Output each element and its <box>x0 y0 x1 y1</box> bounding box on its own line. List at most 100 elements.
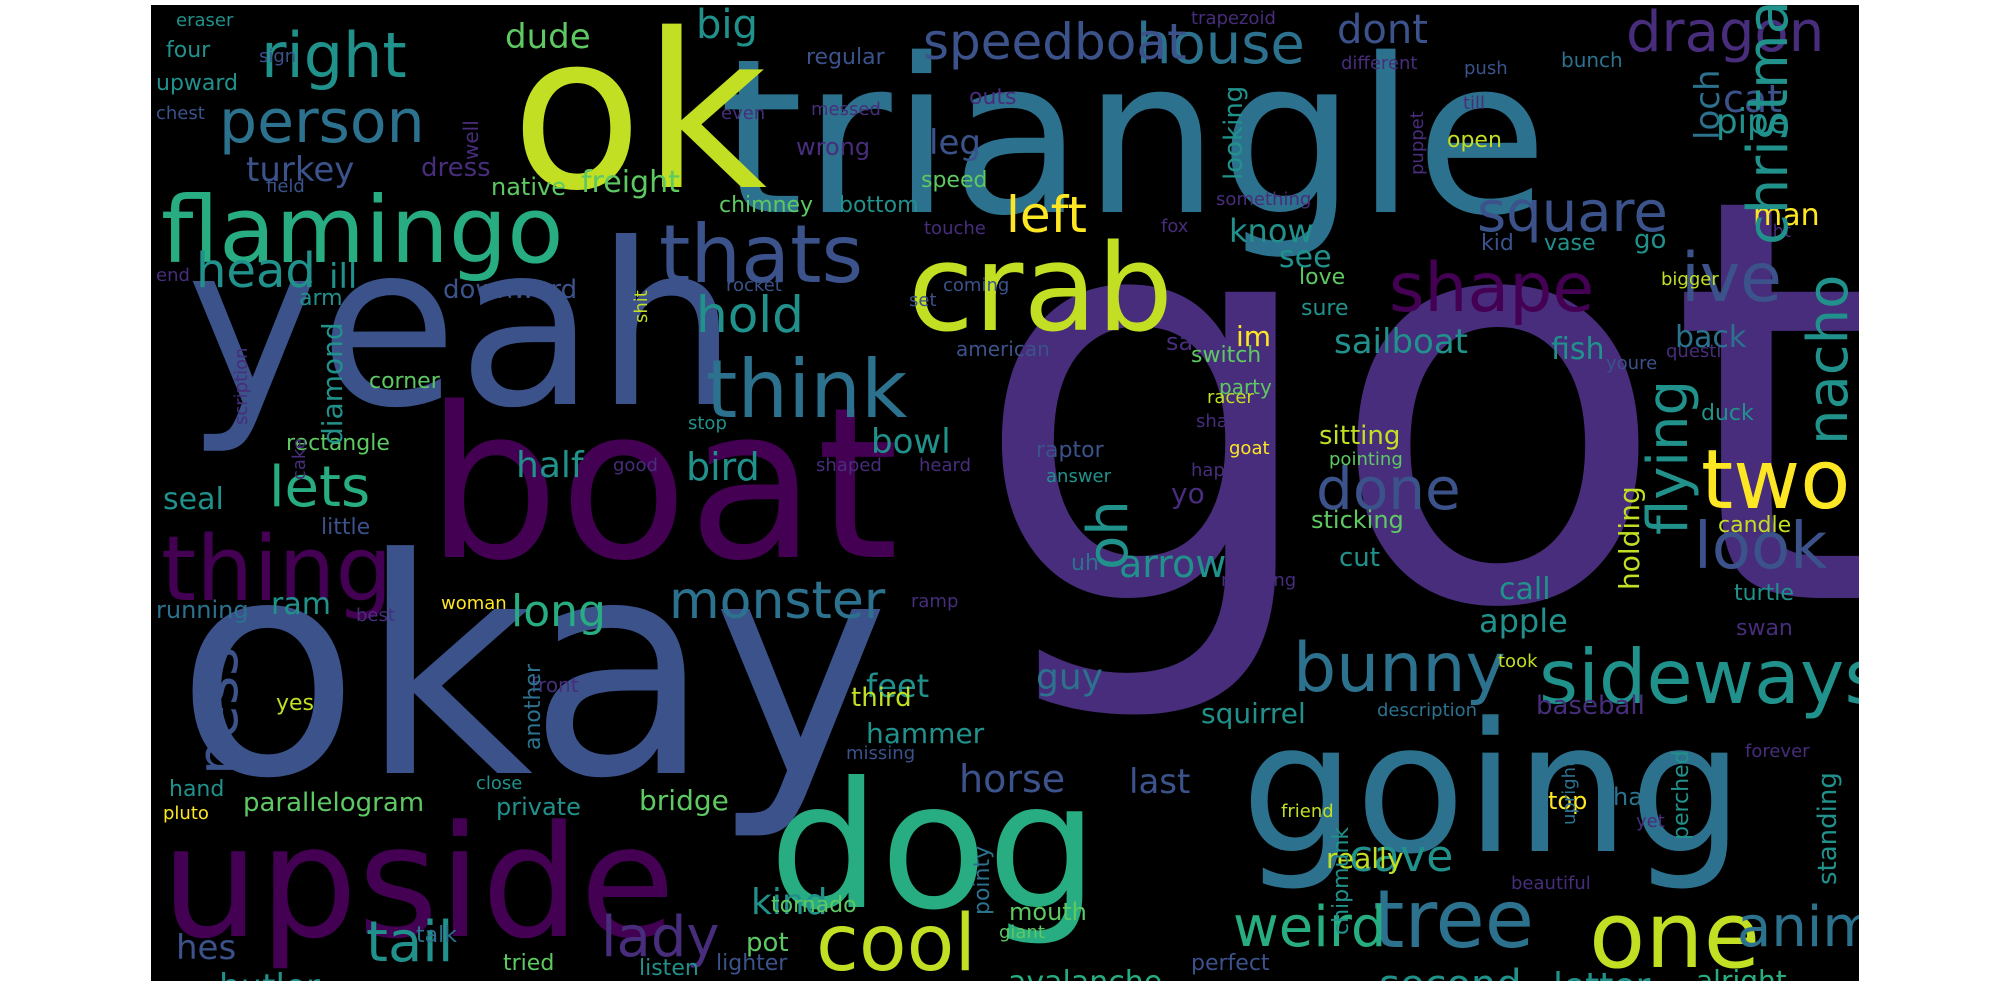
word-yo: yo <box>1171 477 1205 510</box>
word-something: something <box>1216 189 1312 210</box>
word-leg: leg <box>929 123 981 163</box>
word-happy: happy <box>1191 460 1247 481</box>
word-loch: ness <box>186 646 251 775</box>
word-cave: lady <box>601 905 720 970</box>
word-scription: stop <box>688 413 727 434</box>
word-right: right <box>261 19 407 92</box>
word-tried: tried <box>503 951 555 976</box>
word-love: love <box>1299 265 1346 290</box>
word-christmas: big <box>696 5 758 48</box>
word-third: third <box>851 683 912 713</box>
word-field: field <box>266 176 305 197</box>
word-messing: messing <box>1221 570 1297 591</box>
word-bird: bird <box>686 445 760 489</box>
word-woman: woman <box>441 593 507 614</box>
word-ram: ram <box>271 587 331 622</box>
word-sitting: sitting <box>1319 421 1401 451</box>
word-man: man <box>1753 198 1820 233</box>
word-close: close <box>476 773 523 794</box>
word-avalanche: avalanche <box>1008 968 1162 982</box>
word-house: house <box>1136 12 1305 77</box>
word-bunny: bunny <box>1293 629 1506 708</box>
word-left: tail <box>366 910 454 975</box>
word-diamond: diamond <box>316 322 349 445</box>
word-ive: ive <box>1681 239 1782 318</box>
word-outs: outs <box>969 85 1017 110</box>
word-perfect: perfect <box>1191 951 1270 976</box>
word-chimney: chimney <box>719 193 814 218</box>
word-turkey: turkey <box>246 150 355 190</box>
word-pluto: pluto <box>163 803 209 824</box>
word-eraser: eraser <box>176 10 234 31</box>
word-forever: forever <box>1745 741 1810 762</box>
word-private: private <box>496 793 581 821</box>
word-touche: touche <box>924 218 986 239</box>
word-ness: head <box>196 243 316 299</box>
word-alright: alright <box>1696 964 1787 982</box>
word-vase: vase <box>1544 231 1596 256</box>
word-dog: dog <box>769 746 1099 949</box>
word-party: party <box>1219 375 1272 399</box>
word-dont: left <box>1006 186 1087 244</box>
word-big: animal <box>1737 895 1859 960</box>
word-freight: freight <box>581 165 680 200</box>
word-butler: butler <box>219 970 320 981</box>
word-thats: thats <box>659 208 864 301</box>
word-done: done <box>1316 455 1461 523</box>
word-four: four <box>166 38 211 63</box>
word-think: think <box>706 343 908 436</box>
word-coming: coming <box>943 275 1010 296</box>
word-apple: apple <box>1479 602 1568 640</box>
word-kid: kid <box>1481 231 1514 256</box>
word-perched: perched <box>1669 750 1694 840</box>
word-push: push <box>1464 58 1508 79</box>
word-lets: oh <box>1076 500 1141 570</box>
word-american: american <box>956 337 1050 361</box>
word-front: front <box>531 673 579 697</box>
word-native: native <box>491 173 566 201</box>
word-set: set <box>909 290 937 311</box>
word-even: even <box>721 103 766 124</box>
word-top: top <box>1548 787 1588 815</box>
word-best: best <box>356 605 395 626</box>
word-swan: swan <box>1736 616 1793 641</box>
word-pot: pot <box>746 928 789 958</box>
word-flamingo: flamingo <box>161 177 564 284</box>
word-holding: holding <box>1613 486 1646 590</box>
word-cake: cake <box>289 438 310 480</box>
word-go: go <box>1634 225 1667 255</box>
word-shape: shape <box>1389 249 1595 328</box>
word-description: description <box>1377 700 1478 721</box>
word-talk: talk <box>416 923 457 948</box>
word-raptor: raptor <box>1036 438 1104 463</box>
word-tree: tree <box>1373 873 1534 966</box>
word-feet: feet <box>866 667 930 705</box>
word-shit: shit <box>631 290 652 323</box>
word-look: look <box>1694 510 1828 584</box>
word-two: two <box>1701 433 1851 528</box>
word-messed: messed <box>811 99 881 120</box>
word-beautiful: beautiful <box>1511 873 1591 894</box>
word-dude: dude <box>505 17 591 57</box>
word-back: back <box>1675 320 1747 355</box>
word-cool: cool <box>816 899 976 981</box>
word-really: really <box>1326 842 1404 875</box>
word-yet: yet <box>1636 811 1665 832</box>
word-cut: cut <box>1339 543 1380 573</box>
word-chest: chest <box>156 103 205 124</box>
word-hand: hand <box>169 777 225 802</box>
word-lady: nacho <box>1796 274 1859 445</box>
word-head: long <box>511 586 606 637</box>
word-fox: fox <box>1161 216 1189 237</box>
word-duck: duck <box>1701 401 1754 426</box>
word-trapezoid: trapezoid <box>1191 8 1276 29</box>
word-baseball: baseball <box>1536 691 1645 721</box>
word-friend: friend <box>1281 801 1334 822</box>
word-hammer: hammer <box>866 717 985 750</box>
word-fish: fish <box>1551 332 1605 367</box>
word-half: half <box>516 445 584 486</box>
word-pointy: pointy <box>970 845 995 915</box>
word-cloud: got okay boat yeah triangle ok going dog… <box>151 5 1859 981</box>
word-arm: arm <box>299 286 343 311</box>
word-animal: hold <box>696 286 804 344</box>
